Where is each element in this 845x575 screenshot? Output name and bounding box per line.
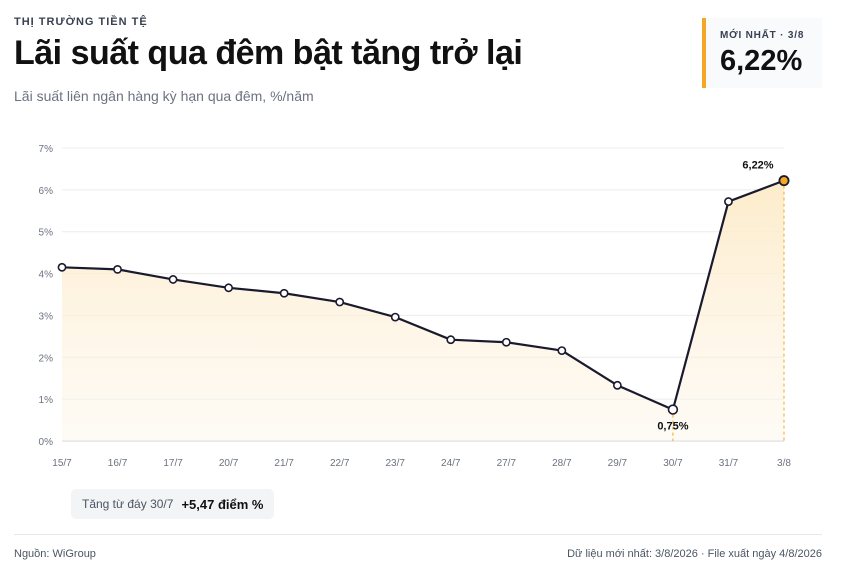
y-tick-label: 3% <box>39 311 54 322</box>
data-point <box>612 380 622 390</box>
y-tick-label: 4% <box>39 270 54 281</box>
kicker: THỊ TRƯỜNG TIỀN TỆ <box>14 16 148 28</box>
y-tick-label: 2% <box>39 353 54 364</box>
change-badge-value: +5,47 điểm % <box>181 496 264 512</box>
data-point <box>390 312 400 322</box>
latest-value: 6,22% <box>720 45 803 77</box>
data-point <box>667 404 679 415</box>
area-fill <box>62 180 784 442</box>
data-point <box>557 346 567 355</box>
footer-divider <box>14 534 822 535</box>
area-layer <box>62 180 785 442</box>
data-point <box>446 335 456 345</box>
grid-layer: 0% 1% 2% 3% 4% 5% 6% 7% 15/7 16/7 17/7 20/7 21/7 22/7… <box>39 144 792 469</box>
label-layer: 0,75% 6,22% <box>657 160 773 433</box>
data-point <box>501 337 511 347</box>
series-line <box>60 179 786 411</box>
y-tick-label: 6% <box>39 186 54 197</box>
line-layer <box>60 179 786 411</box>
x-tick-label: 24/7 <box>441 458 461 469</box>
x-tick-label: 21/7 <box>274 458 294 469</box>
overnight-rate-chart: 0% 1% 2% 3% 4% 5% 6% 7% 15/7 16/7 17/7 20/7 21/7 22/7… <box>39 144 792 469</box>
y-tick-label: 1% <box>39 395 54 406</box>
x-tick-label: 27/7 <box>497 458 517 469</box>
y-tick-label: 0% <box>39 437 54 448</box>
latest-label: MỚI NHẤT · 3/8 <box>720 30 805 41</box>
y-tick-label: 7% <box>39 144 54 155</box>
change-badge: Tăng từ đáy 30/7 +5,47 điểm % <box>71 489 275 519</box>
x-tick-label: 29/7 <box>608 458 628 469</box>
data-label: 6,22% <box>742 160 773 172</box>
x-tick-label: 23/7 <box>385 458 405 469</box>
x-tick-label: 30/7 <box>663 458 683 469</box>
x-tick-label: 28/7 <box>552 458 572 469</box>
latest-value-card: MỚI NHẤT · 3/8 6,22% <box>702 18 822 88</box>
page-title: Lãi suất qua đêm bật tăng trở lại <box>14 34 523 72</box>
x-tick-label: 15/7 <box>52 458 72 469</box>
data-point <box>113 264 122 274</box>
data-point <box>279 288 289 298</box>
data-point <box>724 197 733 206</box>
data-point <box>224 283 234 293</box>
x-tick-label: 17/7 <box>163 458 183 469</box>
data-point-latest <box>778 175 790 187</box>
change-badge-label: Tăng từ đáy 30/7 <box>82 497 174 511</box>
x-tick-label: 31/7 <box>719 458 739 469</box>
data-label: 0,75% <box>657 421 688 433</box>
x-tick-label: 22/7 <box>330 458 350 469</box>
update-note: Dữ liệu mới nhất: 3/8/2026 · File xuất n… <box>567 548 822 560</box>
point-layer <box>57 175 790 415</box>
data-point <box>335 297 345 307</box>
source-note: Nguồn: WiGroup <box>14 548 96 560</box>
data-point <box>57 262 67 272</box>
x-tick-label: 20/7 <box>219 458 239 469</box>
x-tick-label: 3/8 <box>777 458 791 469</box>
data-point <box>168 275 178 284</box>
x-tick-label: 16/7 <box>108 458 128 469</box>
page-subtitle: Lãi suất liên ngân hàng kỳ hạn qua đêm, … <box>14 88 314 104</box>
y-tick-label: 5% <box>39 228 54 239</box>
